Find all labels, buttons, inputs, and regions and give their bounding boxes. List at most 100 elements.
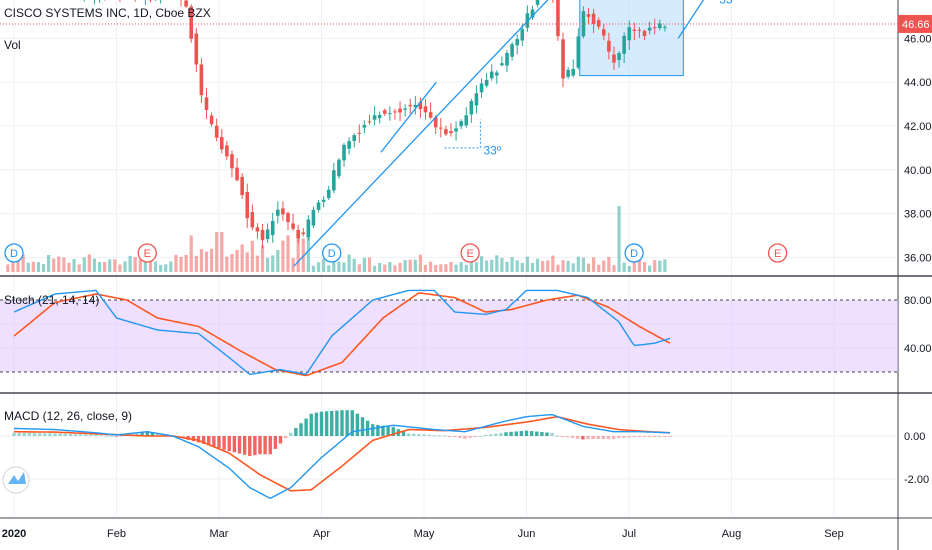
macd-hist-bar xyxy=(135,433,139,436)
macd-hist-bar xyxy=(278,436,283,444)
macd-hist-bar xyxy=(637,436,641,437)
candle-body xyxy=(372,115,377,120)
candle-body xyxy=(260,229,265,241)
candle-body xyxy=(367,121,372,123)
macd-hist-bar xyxy=(227,436,231,452)
trendline-right xyxy=(677,0,705,39)
volume-bar xyxy=(245,252,249,272)
macd-hist-bar xyxy=(68,433,73,436)
volume-bar xyxy=(530,262,535,272)
candle-body xyxy=(321,199,326,202)
candle-body xyxy=(219,137,224,150)
macd-hist-bar xyxy=(504,432,508,436)
macd-hist-bar xyxy=(330,410,334,436)
candle-body xyxy=(204,97,209,111)
macd-hist-bar xyxy=(576,436,580,439)
macd-hist-bar xyxy=(591,436,595,440)
macd-hist-bar xyxy=(345,410,349,436)
macd-hist-bar xyxy=(617,436,621,439)
volume-bar xyxy=(174,254,178,272)
volume-bar xyxy=(383,264,387,272)
candle-body xyxy=(510,44,514,57)
macd-histogram xyxy=(12,410,672,457)
macd-hist-bar xyxy=(335,410,339,436)
macd-hist-bar xyxy=(432,435,436,437)
volume-bar xyxy=(597,264,601,272)
macd-hist-bar xyxy=(458,436,462,438)
macd-hist-bar xyxy=(581,436,585,440)
volume-bar xyxy=(464,264,468,272)
macd-hist-bar xyxy=(355,413,360,436)
macd-hist-bar xyxy=(104,435,108,437)
macd-hist-bar xyxy=(53,433,57,436)
macd-hist-bar xyxy=(427,434,431,436)
candle-body xyxy=(245,191,250,219)
volume-bar xyxy=(571,263,575,272)
volume-bar xyxy=(546,260,550,272)
candle-body xyxy=(235,167,239,181)
volume-bar xyxy=(372,265,377,272)
time-axis-label: Jun xyxy=(518,528,536,540)
volume-bar xyxy=(159,264,163,272)
macd-hist-bar xyxy=(43,433,47,436)
event-marker-earnings xyxy=(460,243,480,263)
volume-bar xyxy=(235,249,239,272)
volume-bar xyxy=(118,264,122,272)
candle-body xyxy=(627,27,632,41)
macd-hist-bar xyxy=(535,431,539,436)
volume-bar xyxy=(439,264,443,272)
candle-body xyxy=(556,0,560,37)
volume-bar xyxy=(403,260,407,272)
macd-hist-bar xyxy=(391,427,395,436)
time-axis-label: Apr xyxy=(313,528,330,540)
volume-bar xyxy=(169,261,173,272)
macd-hist-bar xyxy=(550,432,554,436)
volume-bar xyxy=(642,262,647,272)
candle-body xyxy=(561,39,565,79)
candle-body xyxy=(418,102,423,110)
macd-hist-bar xyxy=(232,436,237,453)
candle-body xyxy=(571,68,576,76)
candle-body xyxy=(189,6,194,39)
candle-body xyxy=(352,135,357,141)
candle-body xyxy=(535,0,540,5)
stoch-k-line xyxy=(13,289,671,376)
volume-bar xyxy=(429,261,433,272)
volume-bar xyxy=(67,262,71,272)
candle-body xyxy=(281,208,285,215)
volume-bar xyxy=(184,254,188,272)
volume-bar xyxy=(296,232,300,272)
macd-hist-bar xyxy=(314,412,319,436)
volume-bar xyxy=(561,260,565,272)
event-marker-label: E xyxy=(466,248,473,260)
candle-body xyxy=(337,159,341,177)
macd-hist-bar xyxy=(540,432,544,436)
candle-body xyxy=(332,170,336,191)
volume-bar xyxy=(52,258,56,272)
price-axis-label: 48.00 xyxy=(904,0,932,2)
stoch-band xyxy=(0,300,898,372)
macd-hist-bar xyxy=(473,436,477,437)
volume-bar xyxy=(469,261,473,272)
volume-bar xyxy=(6,264,10,272)
candle-body xyxy=(291,223,295,229)
candle-body xyxy=(301,232,306,235)
macd-hist-bar xyxy=(652,436,657,437)
volume-bar xyxy=(510,257,514,272)
volume-bar xyxy=(388,262,392,272)
volume-bar xyxy=(347,254,351,272)
candle-body xyxy=(377,114,382,119)
volume-bar xyxy=(225,256,229,272)
volume-bar xyxy=(485,260,489,272)
candle-body xyxy=(469,101,474,115)
candle-body xyxy=(530,9,535,18)
time-axis-label: May xyxy=(414,528,435,540)
volume-bar xyxy=(418,254,423,272)
price-axis-label: 42.00 xyxy=(904,121,932,133)
candle-body xyxy=(438,127,443,129)
macd-hist-bar xyxy=(529,431,534,436)
macd-hist-bar xyxy=(94,434,98,436)
macd-hist-bar xyxy=(601,436,606,440)
macd-hist-bar xyxy=(632,436,636,438)
